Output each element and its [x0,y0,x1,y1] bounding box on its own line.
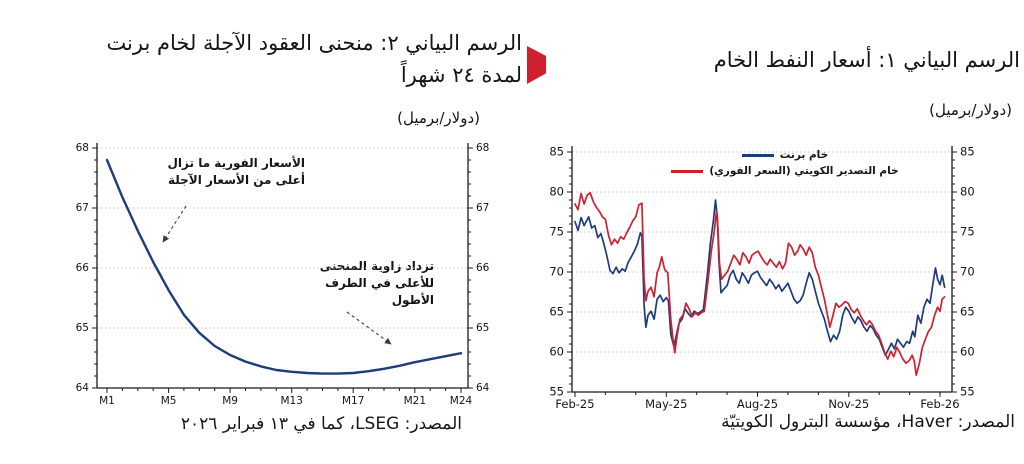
svg-text:80: 80 [549,185,564,199]
svg-text:M24: M24 [450,395,473,407]
svg-text:60: 60 [549,345,564,359]
oil-prices-plot: 55 55 60 60 65 65 70 70 75 75 80 80 85 85 Feb-25 May-25… [549,145,974,412]
svg-text:66: 66 [476,262,490,274]
svg-text:May-25: May-25 [645,397,687,411]
svg-text:65: 65 [960,305,975,319]
figure1-source: المصدر: Haver، مؤسسة البترول الكويتيّة [721,412,1015,432]
svg-text:67: 67 [76,202,89,214]
svg-text:65: 65 [549,305,564,319]
svg-text:85: 85 [960,145,975,159]
svg-text:M5: M5 [161,395,177,407]
svg-text:M17: M17 [342,395,364,407]
svg-text:M1: M1 [99,395,115,407]
svg-text:64: 64 [76,382,90,394]
svg-text:65: 65 [476,322,489,334]
svg-text:75: 75 [549,225,564,239]
svg-text:67: 67 [476,202,489,214]
svg-text:Aug-25: Aug-25 [737,397,778,411]
svg-text:M13: M13 [280,395,302,407]
figure2-annotation-curve-upward-long-end: تزداد زاوية المنحنى للأعلى في الطرف الأط… [319,259,434,307]
svg-text:64: 64 [476,382,490,394]
brent-line-swatch [741,153,774,157]
svg-text:65: 65 [76,322,89,334]
svg-text:66: 66 [76,262,90,274]
figure2-title: الرسم البياني ٢: منحنى العقود الآجلة لخا… [106,31,522,87]
figure2-annotation-spot-above-futures: الأسعار الفورية ما تزال أعلى من الأسعار … [167,156,305,187]
svg-text:Nov-25: Nov-25 [828,397,869,411]
svg-text:M9: M9 [222,395,238,407]
svg-text:M21: M21 [404,395,426,407]
figure2-source: المصدر: LSEG، كما في ١٣ فبراير ٢٠٢٦ [180,414,462,434]
svg-text:85: 85 [549,145,564,159]
svg-text:55: 55 [549,385,564,399]
kec-line-swatch [671,169,704,173]
svg-text:68: 68 [76,142,89,154]
svg-text:Feb-25: Feb-25 [555,397,594,411]
annotation-arrows [162,205,392,345]
svg-text:Feb-26: Feb-26 [920,397,959,411]
figure1-title: الرسم البياني ١: أسعار النفط الخام [713,48,1020,72]
figure1-unit-label: (دولار/برميل) [929,101,1012,119]
svg-text:70: 70 [549,265,564,279]
svg-text:55: 55 [960,385,975,399]
legend-item-kec: خام التصدير الكويتي (السعر الفوري) [620,165,950,177]
svg-text:60: 60 [960,345,975,359]
svg-text:80: 80 [960,185,975,199]
annotation-arrow-1 [162,205,187,243]
svg-text:68: 68 [476,142,489,154]
figure2-unit-label: (دولار/برميل) [397,109,480,127]
legend-label-kec: خام التصدير الكويتي (السعر الفوري) [709,165,899,177]
futures-curve-plot: 64 64 65 65 66 66 67 67 68 68 M1 M5 M9 M13 M17 M21 M24 [76,142,490,407]
figure2-bullet-icon [527,46,546,84]
svg-text:70: 70 [960,265,975,279]
svg-text:75: 75 [960,225,975,239]
